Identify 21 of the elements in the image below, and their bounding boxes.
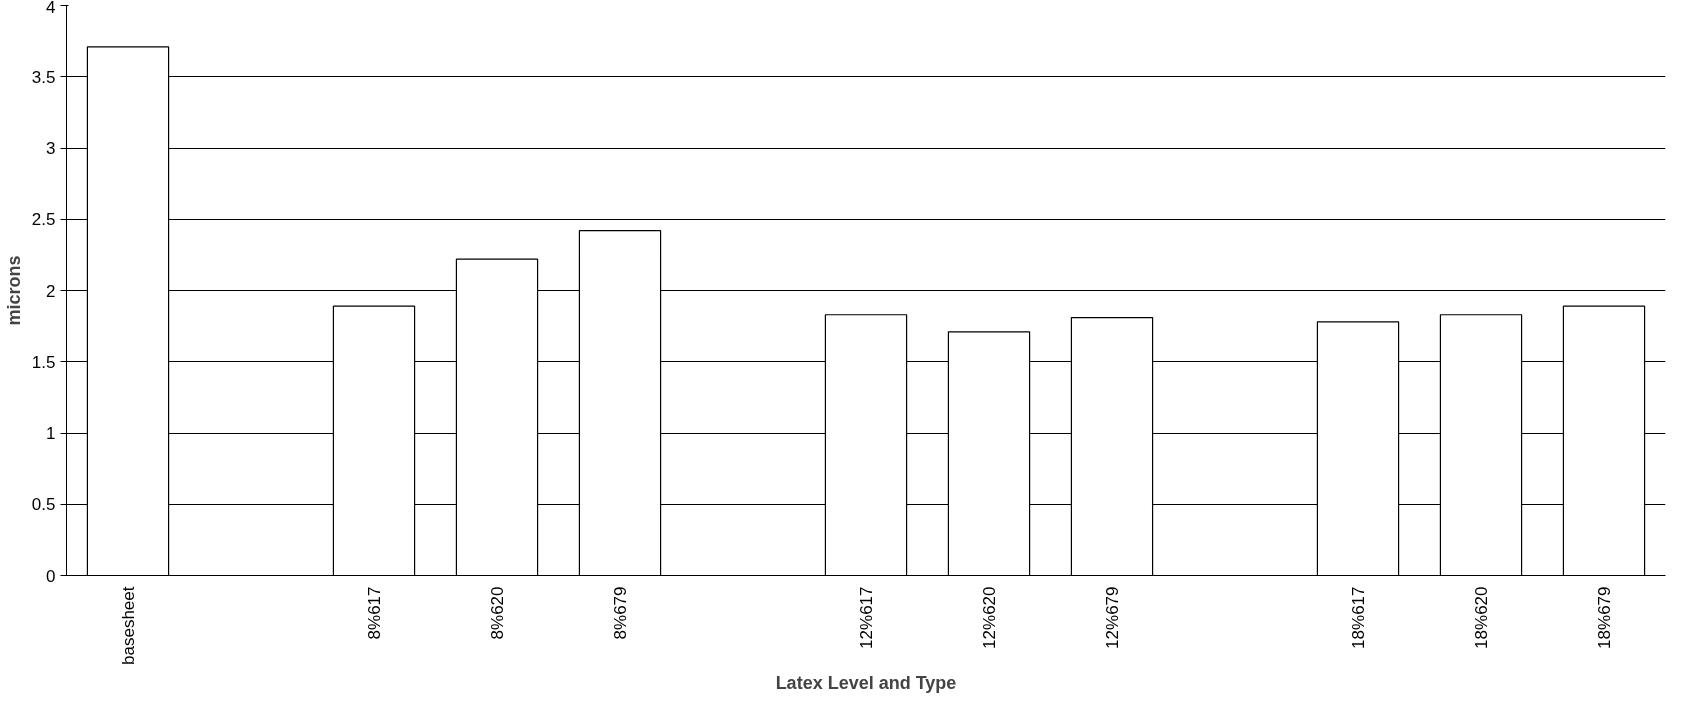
y-tick-label: 0 [46, 566, 56, 586]
y-tick-label: 4 [46, 0, 56, 17]
y-tick-label: 2.5 [31, 210, 56, 230]
x-axis-title: Latex Level and Type [775, 672, 957, 693]
y-tick-label: 1.5 [31, 352, 56, 372]
y-tick-label: 3 [46, 139, 56, 158]
x-tick-label: 18%679 [1594, 586, 1614, 649]
y-tick-label: 3.5 [31, 67, 56, 87]
y-axis-title: microns [3, 255, 24, 326]
x-tick-label: basesheet [118, 586, 138, 665]
x-tick-label: 18%620 [1471, 586, 1491, 649]
y-tick-label: 1 [46, 424, 56, 443]
x-tick-label: 18%617 [1348, 586, 1368, 649]
x-tick-label: 8%617 [364, 586, 384, 640]
x-tick-label: 12%617 [856, 586, 876, 649]
y-tick-label: 0.5 [31, 495, 56, 515]
y-tick-label: 2 [46, 281, 56, 301]
x-tick-label: 8%620 [487, 586, 507, 640]
x-tick-label: 12%679 [1102, 586, 1122, 649]
x-tick-label: 12%620 [979, 586, 999, 649]
x-tick-label: 8%679 [610, 586, 630, 640]
